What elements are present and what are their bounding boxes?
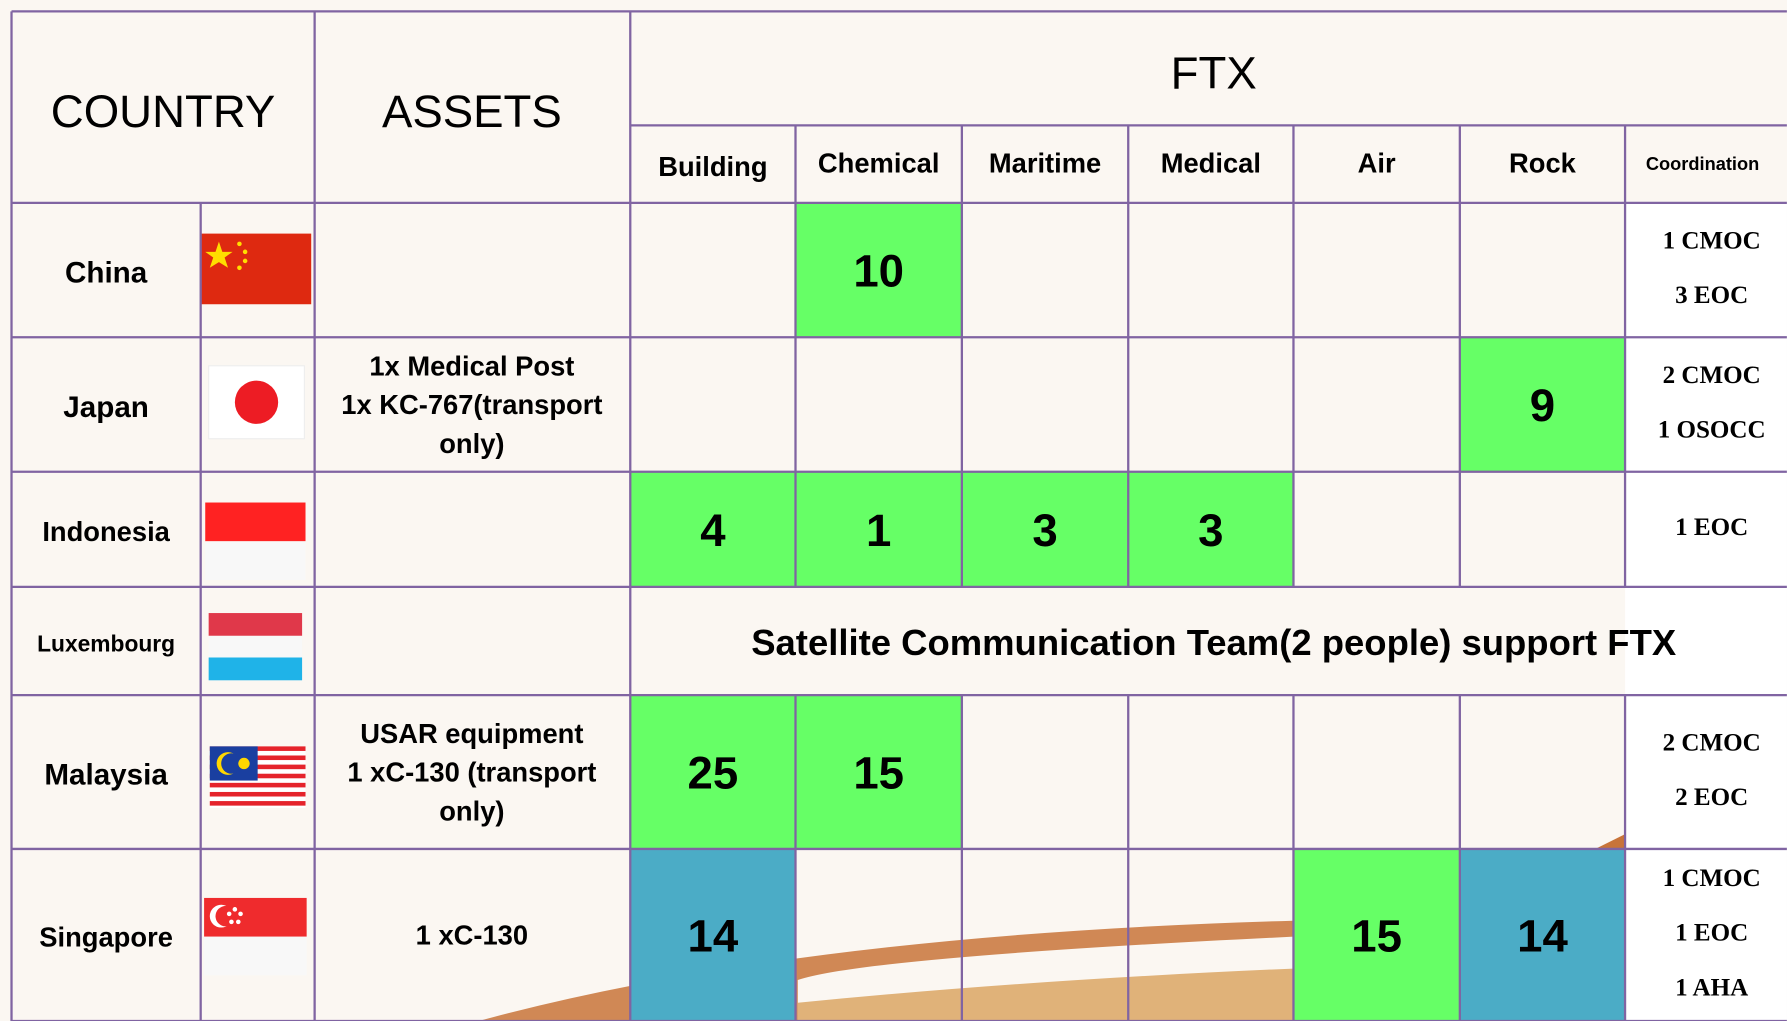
column-header: Maritime	[989, 147, 1101, 178]
country-name: Indonesia	[42, 516, 170, 547]
asset-line: USAR equipment	[360, 718, 583, 749]
flag-indonesia	[205, 502, 306, 581]
cell-value: 4	[700, 505, 726, 556]
asset-line: only)	[439, 795, 504, 826]
row-note: Satellite Communication Team(2 people) s…	[751, 622, 1676, 663]
flag-china	[200, 233, 312, 305]
coordination-line: 2 EOC	[1675, 784, 1748, 811]
coordination-line: 1 CMOC	[1663, 227, 1761, 254]
cell-value: 15	[853, 748, 904, 799]
highlight-cell	[630, 695, 796, 849]
highlight-cell	[1459, 848, 1626, 1021]
column-header: Rock	[1509, 147, 1577, 178]
coordination-line: 1 OSOCC	[1658, 417, 1766, 444]
highlight-cell	[795, 202, 962, 338]
coordination-line: 3 EOC	[1675, 282, 1748, 309]
flag-japan	[208, 365, 305, 440]
country-name: Luxembourg	[37, 631, 175, 657]
highlight-cell	[795, 695, 962, 849]
column-header: Air	[1358, 147, 1396, 178]
asset-line: only)	[439, 428, 504, 459]
cell-fills	[630, 202, 1626, 1021]
country-name: China	[65, 256, 148, 289]
coordination-line: 1 CMOC	[1663, 865, 1761, 892]
flag-malaysia	[209, 746, 306, 808]
country-name: Japan	[63, 391, 149, 424]
asset-line: 1x Medical Post	[369, 350, 574, 381]
header-country: COUNTRY	[51, 86, 276, 137]
coordination-line: 1 AHA	[1675, 974, 1748, 1001]
highlight-cell	[1128, 471, 1294, 587]
cell-value: 9	[1530, 380, 1555, 431]
highlight-cell	[630, 848, 796, 1021]
column-header: Building	[658, 151, 767, 182]
country-name: Singapore	[39, 922, 173, 953]
asset-line: 1x KC-767(transport	[341, 389, 602, 420]
highlight-cell	[961, 471, 1129, 587]
column-header: Coordination	[1646, 153, 1759, 174]
header-ftx: FTX	[1171, 47, 1257, 98]
coordination-line: 2 CMOC	[1663, 362, 1761, 389]
cell-value: 25	[688, 748, 739, 799]
flags	[200, 233, 312, 976]
cell-value: 14	[688, 911, 739, 962]
coordination-line: 1 EOC	[1675, 920, 1748, 947]
table-text: COUNTRY ASSETS FTX Building Chemical Marit…	[37, 47, 1765, 1001]
cell-value: 3	[1198, 505, 1223, 556]
column-header: Medical	[1161, 147, 1261, 178]
highlight-cell	[1459, 337, 1626, 472]
header-assets: ASSETS	[382, 86, 562, 137]
country-name: Malaysia	[44, 758, 168, 791]
cell-value: 3	[1032, 505, 1057, 556]
coordination-line: 1 EOC	[1675, 514, 1748, 541]
cell-value: 1	[866, 505, 891, 556]
highlight-cell	[1293, 848, 1460, 1021]
coordination-line: 2 CMOC	[1663, 729, 1761, 756]
asset-line: 1 xC-130	[416, 919, 528, 950]
cell-value: 15	[1351, 911, 1402, 962]
coordination-column	[1625, 202, 1787, 1021]
table-grid	[10, 10, 1787, 1021]
flag-luxembourg	[208, 613, 303, 681]
highlight-cell	[630, 471, 796, 587]
highlight-cell	[795, 471, 962, 587]
flag-singapore	[204, 897, 307, 976]
column-header: Chemical	[818, 147, 940, 178]
cell-value: 14	[1517, 911, 1568, 962]
cell-value: 10	[853, 246, 904, 297]
asset-line: 1 xC-130 (transport	[347, 757, 596, 788]
